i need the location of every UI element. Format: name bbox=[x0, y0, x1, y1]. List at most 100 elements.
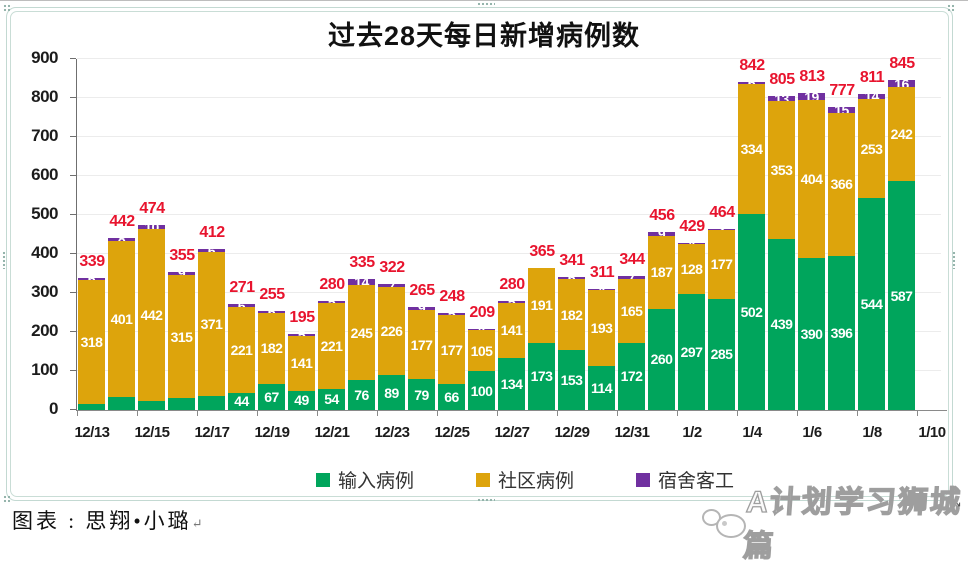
segment-value-label: 285 bbox=[711, 347, 733, 361]
x-tick-label: 12/31 bbox=[602, 424, 662, 441]
x-tick-label: 12/29 bbox=[542, 424, 602, 441]
segment-value-label: 404 bbox=[801, 172, 823, 186]
segment-value-label: 114 bbox=[591, 381, 612, 395]
resize-handle-top-left[interactable] bbox=[3, 4, 12, 13]
segment-value-label: 502 bbox=[741, 305, 763, 319]
segment-value-label: 153 bbox=[561, 373, 583, 387]
bar-segment-imported: 66 bbox=[438, 384, 465, 410]
segment-value-label: 141 bbox=[291, 356, 313, 370]
watermark-logo-icon bbox=[700, 503, 745, 539]
bar-segment-imported: 114 bbox=[588, 366, 615, 410]
legend-item-community[interactable]: 社区病例 bbox=[476, 466, 574, 493]
bar-12-20: 491415195 bbox=[287, 59, 317, 410]
bar-12-28: 1731911365 bbox=[527, 59, 557, 410]
bar-segment-imported bbox=[138, 401, 165, 410]
bar-segment-community: 177 bbox=[438, 315, 465, 384]
bar-segment-imported: 587 bbox=[888, 181, 915, 410]
y-tick-label: 100 bbox=[12, 361, 58, 380]
y-tick-label: 500 bbox=[12, 205, 58, 224]
bar-segment-community: 193 bbox=[588, 290, 615, 365]
bar-12-27: 1341415280 bbox=[497, 59, 527, 410]
bar-segment-community: 226 bbox=[378, 287, 405, 375]
chart-title: 过去28天每日新增病例数 bbox=[0, 14, 968, 53]
resize-handle-bottom-left[interactable] bbox=[3, 495, 12, 504]
bar-segment-community: 315 bbox=[168, 275, 195, 398]
y-tick-label: 800 bbox=[12, 88, 58, 107]
x-tick-label: 12/19 bbox=[242, 424, 302, 441]
resize-handle-left[interactable] bbox=[2, 251, 7, 269]
segment-value-label: 260 bbox=[651, 352, 673, 366]
x-tick-label: 12/21 bbox=[302, 424, 362, 441]
segment-value-label: 366 bbox=[831, 177, 853, 191]
bar-12-21: 542215280 bbox=[317, 59, 347, 410]
legend-item-imported[interactable]: 输入病例 bbox=[316, 466, 414, 493]
x-tick-label: 12/13 bbox=[62, 424, 122, 441]
x-tick-label: 12/15 bbox=[122, 424, 182, 441]
resize-handle-top-right[interactable] bbox=[947, 4, 956, 13]
bar-segment-community: 165 bbox=[618, 279, 645, 343]
resize-handle-right[interactable] bbox=[952, 251, 957, 269]
segment-value-label: 54 bbox=[324, 392, 339, 406]
bar-segment-community: 191 bbox=[528, 268, 555, 342]
segment-value-label: 141 bbox=[501, 323, 523, 337]
bar-segment-imported: 439 bbox=[768, 239, 795, 410]
bar-segment-community: 371 bbox=[198, 252, 225, 397]
bar-segment-community: 141 bbox=[288, 336, 315, 391]
resize-handle-top[interactable] bbox=[477, 2, 495, 7]
resize-handle-bottom[interactable] bbox=[477, 498, 495, 503]
bar-segment-imported: 390 bbox=[798, 258, 825, 410]
legend-swatch-imported-icon bbox=[316, 473, 330, 487]
segment-value-label: 245 bbox=[351, 326, 373, 340]
y-tick-label: 700 bbox=[12, 127, 58, 146]
bar-segment-imported: 89 bbox=[378, 375, 405, 410]
segment-value-label: 221 bbox=[231, 343, 253, 357]
legend-swatch-community-icon bbox=[476, 473, 490, 487]
x-tick-label: 12/23 bbox=[362, 424, 422, 441]
segment-value-label: 100 bbox=[471, 384, 493, 398]
bar-segment-imported bbox=[108, 397, 135, 410]
watermark-text: A计划学习狮城篇 bbox=[742, 477, 968, 565]
bar-12-30: 1141934311 bbox=[587, 59, 617, 410]
bar-1-2: 2971284429 bbox=[677, 59, 707, 410]
segment-value-label: 353 bbox=[771, 163, 793, 177]
segment-value-label: 334 bbox=[741, 142, 763, 156]
y-tick-label: 400 bbox=[12, 244, 58, 263]
y-tick-label: 900 bbox=[12, 49, 58, 68]
bar-segment-imported bbox=[168, 398, 195, 410]
segment-value-label: 44 bbox=[234, 394, 249, 408]
bar-segment-imported: 44 bbox=[228, 393, 255, 410]
segment-value-label: 172 bbox=[621, 369, 643, 383]
bar-segment-community: 318 bbox=[78, 280, 105, 404]
segment-value-label: 182 bbox=[561, 308, 583, 322]
bar-segment-community: 353 bbox=[768, 101, 795, 239]
bar-segment-community: 242 bbox=[888, 87, 915, 181]
segment-value-label: 177 bbox=[441, 343, 463, 357]
empty-slot bbox=[917, 59, 947, 410]
segment-value-label: 128 bbox=[681, 262, 703, 276]
segment-value-label: 89 bbox=[384, 386, 399, 400]
x-tick-label: 12/27 bbox=[482, 424, 542, 441]
bar-segment-community: 187 bbox=[648, 236, 675, 309]
x-tick-label: 1/2 bbox=[662, 424, 722, 441]
bar-segment-imported: 285 bbox=[708, 299, 735, 410]
bar-segment-community: 177 bbox=[708, 230, 735, 299]
bar-segment-imported: 173 bbox=[528, 343, 555, 410]
bar-segment-community: 177 bbox=[408, 310, 435, 379]
bar-12-14: 334018442 bbox=[107, 59, 137, 410]
segment-value-label: 226 bbox=[381, 324, 403, 338]
x-tick-label: 12/17 bbox=[182, 424, 242, 441]
segment-value-label: 297 bbox=[681, 345, 703, 359]
legend-label: 社区病例 bbox=[498, 466, 574, 493]
bar-1-3: 2851772464 bbox=[707, 59, 737, 410]
bar-segment-community: 404 bbox=[798, 100, 825, 258]
credit-text: 图表 : 思翔•小璐 bbox=[12, 509, 192, 533]
bar-segment-community: 253 bbox=[858, 99, 885, 198]
bar-segment-community: 245 bbox=[348, 285, 375, 381]
segment-value-label: 177 bbox=[411, 338, 433, 352]
